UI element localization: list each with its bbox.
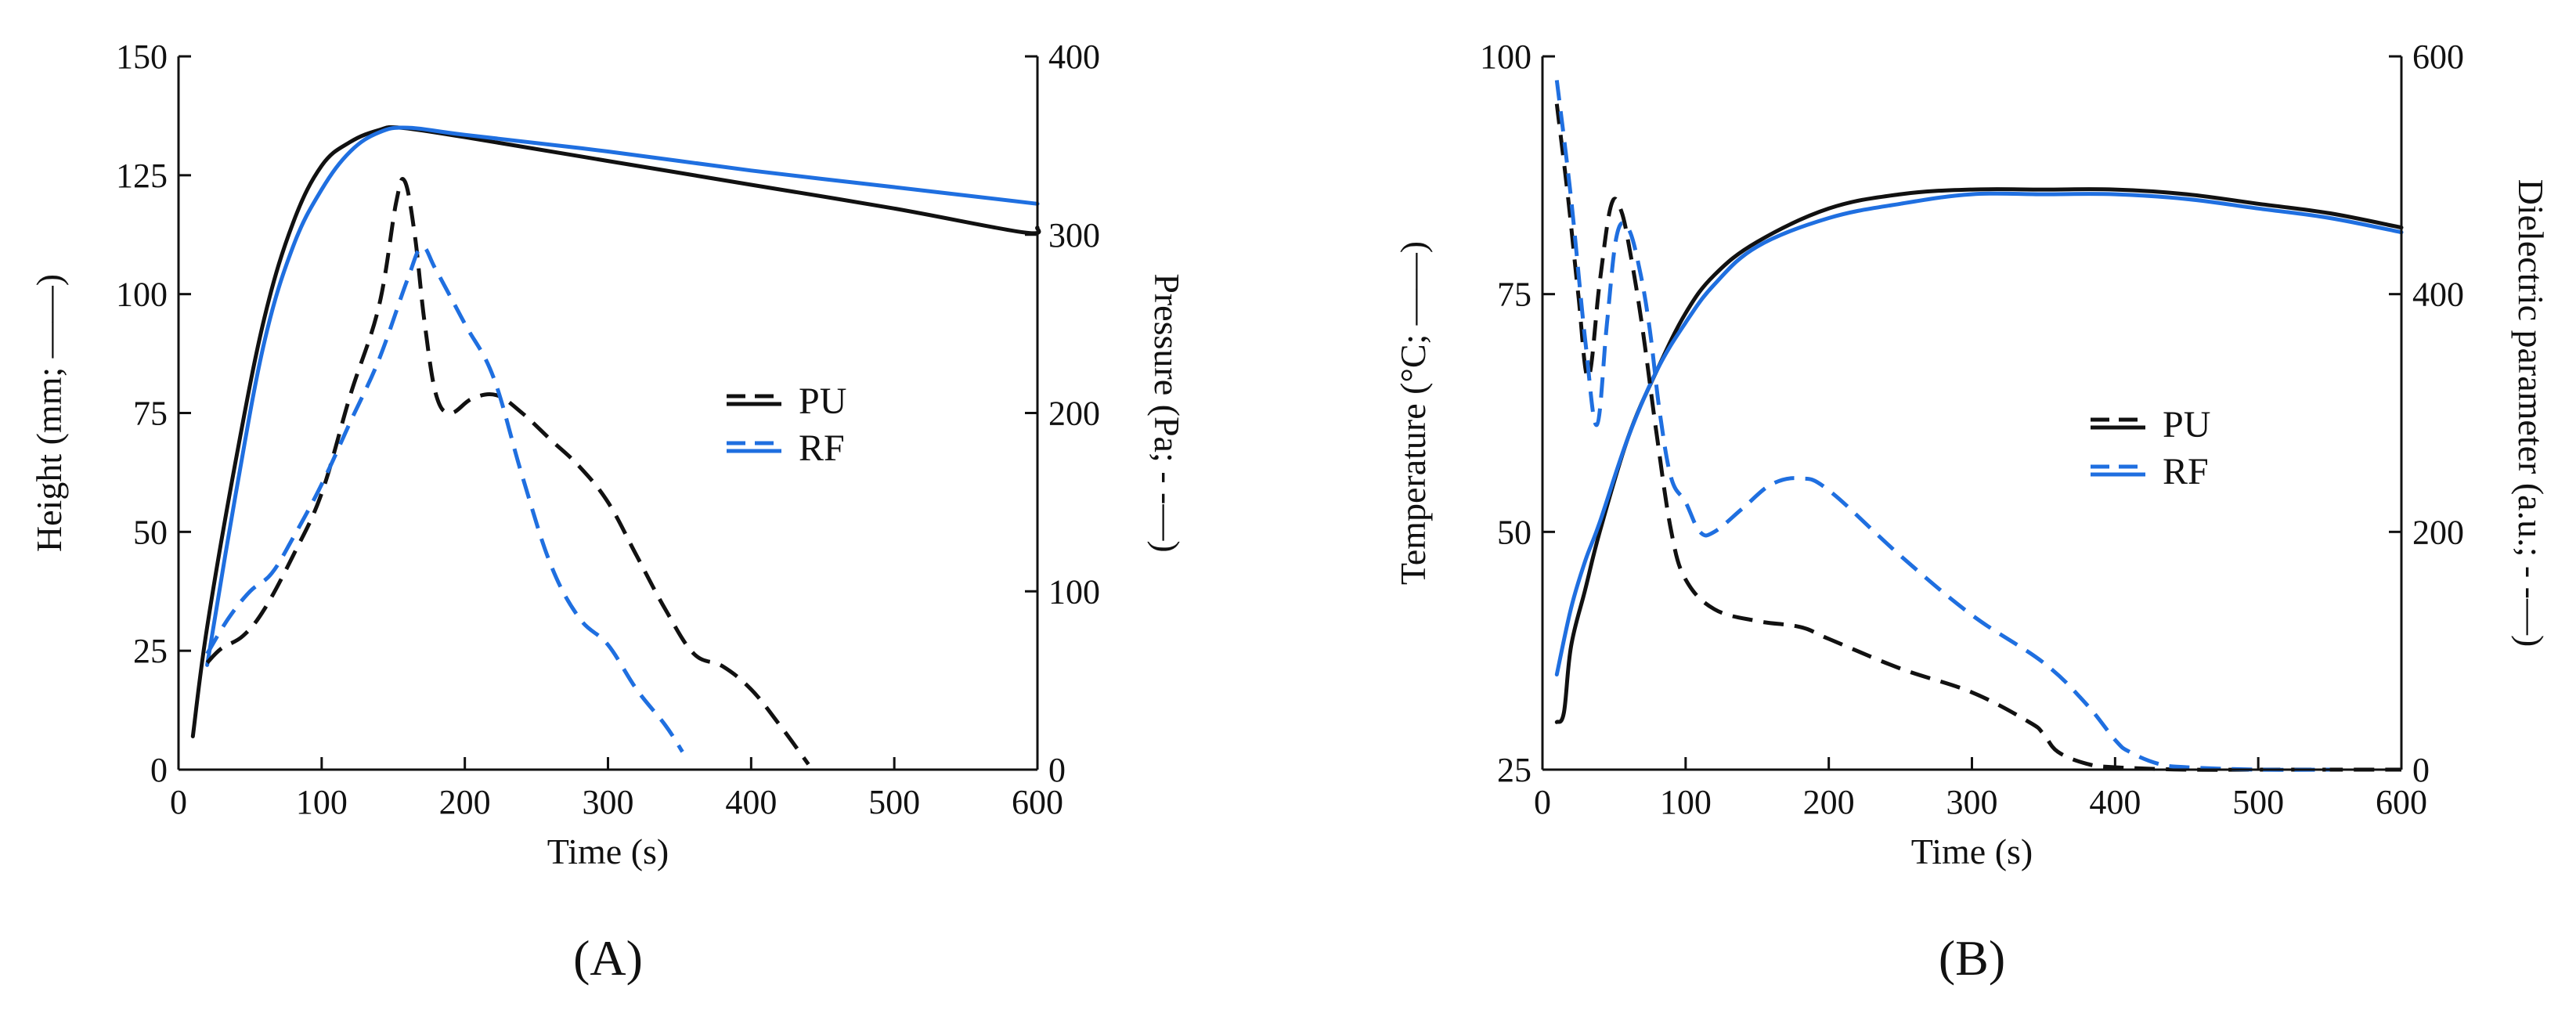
panel-a-right-y-axis-label: Pressure (Pa; - -—)	[1147, 273, 1187, 552]
right-y-tick-label: 400	[2412, 276, 2464, 314]
left-y-tick-label: 75	[1497, 276, 1532, 314]
right-y-tick-label: 0	[1048, 751, 1066, 789]
x-tick-label: 0	[170, 783, 187, 821]
right-y-tick-label: 600	[2412, 38, 2464, 76]
x-tick-label: 400	[725, 783, 777, 821]
series-pu-solid-line	[190, 124, 1041, 738]
panel-b-axes-layer: 0 100 200 300 400 500 600 25 50 75 100 0 200 400 600	[1480, 38, 2464, 821]
series-rf-solid-line	[205, 125, 1040, 667]
series-pu-solid-line	[1554, 187, 2404, 724]
panel-b-legend-rf-label: RF	[2163, 451, 2209, 492]
x-tick-label: 0	[1534, 783, 1551, 821]
x-tick-label: 300	[1946, 783, 1998, 821]
right-y-tick-label: 200	[1048, 395, 1100, 433]
panel-a-legend-pu-label: PU	[799, 381, 846, 422]
series-rf-dashed-line	[205, 245, 684, 753]
left-y-tick-label: 75	[133, 395, 168, 433]
panel-b-series-layer	[1554, 80, 2404, 772]
right-y-tick-label: 200	[2412, 513, 2464, 551]
series-rf-solid-line	[1554, 191, 2404, 676]
panel-b-left-y-axis-label: Temperature (°C; ——)	[1393, 241, 1433, 585]
panel-b-label: (B)	[1939, 930, 2005, 986]
panel-b-right-y-axis-label: Dielectric parameter (a.u.; - -—)	[2511, 179, 2551, 647]
x-tick-label: 200	[439, 783, 491, 821]
panel-b-chart: 0 100 200 300 400 500 600 25 50 75 100 0 200 400 600 T…	[1393, 38, 2551, 986]
right-y-tick-label: 400	[1048, 38, 1100, 76]
panel-a-chart: 0 100 200 300 400 500 600025507510012515001002…	[29, 38, 1187, 986]
right-y-tick-label: 0	[2412, 751, 2430, 789]
left-y-tick-label: 0	[150, 751, 168, 789]
panel-b-legend-pu-label: PU	[2163, 404, 2210, 445]
right-y-tick-label: 100	[1048, 572, 1100, 611]
series-pu-dashed-line	[205, 177, 810, 766]
x-tick-label: 500	[2232, 783, 2284, 821]
left-y-tick-label: 50	[1497, 513, 1532, 551]
x-tick-label: 400	[2089, 783, 2141, 821]
x-tick-label: 100	[296, 783, 348, 821]
panel-a-left-y-axis-label: Height (mm; ——)	[29, 274, 69, 552]
panel-a-axes-layer: 0 100 200 300 400 500 600025507510012515001002…	[116, 38, 1100, 821]
series-rf-dashed-line	[1554, 80, 2330, 772]
panel-a-series-layer	[190, 124, 1041, 766]
left-y-tick-label: 25	[133, 632, 168, 670]
left-y-tick-label: 25	[1497, 751, 1532, 789]
panel-a-x-axis-label: Time (s)	[547, 831, 669, 871]
x-tick-label: 200	[1803, 783, 1855, 821]
x-tick-label: 100	[1660, 783, 1712, 821]
left-y-tick-label: 50	[133, 513, 168, 551]
panel-a-legend-rf-label: RF	[799, 427, 845, 469]
left-y-tick-label: 100	[1480, 38, 1532, 76]
x-tick-label: 600	[1012, 783, 1063, 821]
left-y-tick-label: 100	[116, 276, 168, 314]
panel-b-x-axis-label: Time (s)	[1911, 831, 2033, 871]
series-pu-dashed-line	[1554, 103, 2401, 772]
panel-a-label: (A)	[573, 930, 643, 986]
x-tick-label: 600	[2376, 783, 2427, 821]
x-tick-label: 300	[583, 783, 634, 821]
left-y-tick-label: 150	[116, 38, 168, 76]
panel-b-legend: PU RF	[2091, 404, 2210, 492]
left-y-tick-label: 125	[116, 157, 168, 195]
panel-a-legend: PU RF	[727, 381, 846, 469]
right-y-tick-label: 300	[1048, 216, 1100, 254]
x-tick-label: 500	[868, 783, 920, 821]
